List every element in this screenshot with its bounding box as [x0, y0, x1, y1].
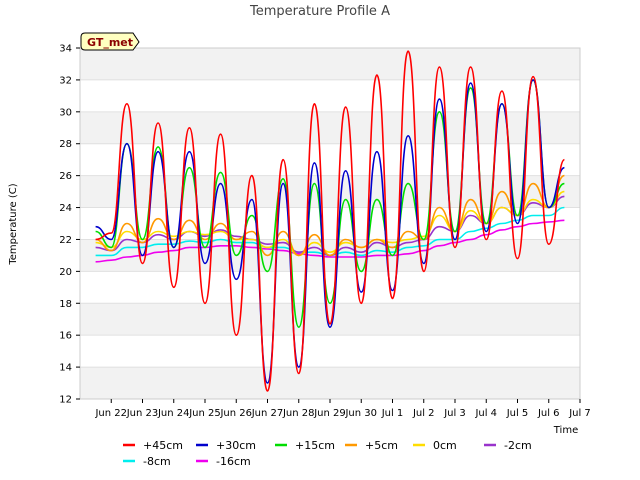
x-tick-label: Jul 5	[506, 408, 529, 419]
x-tick-label: Jun 26	[219, 408, 252, 419]
y-tick-label: 32	[59, 75, 72, 86]
x-tick-label: Jul 2	[412, 408, 435, 419]
y-tick-label: 22	[59, 235, 72, 246]
legend-label: +5cm	[365, 439, 398, 452]
x-tick-label: Jun 25	[188, 408, 221, 419]
grid-band	[80, 303, 580, 336]
series-lines	[95, 50, 566, 392]
y-tick-label: 26	[59, 171, 72, 182]
legend-label: +15cm	[295, 439, 335, 452]
series-line-minus16cm	[95, 219, 565, 263]
legend-label: -8cm	[143, 455, 171, 468]
x-tick-label: Jun 27	[251, 408, 284, 419]
x-axis-ticks: Jun 22 Jun 23 Jun 24 Jun 25 Jun 26 Jun 27 Jun …	[94, 399, 591, 419]
x-tick-label: Jun 22	[94, 408, 127, 419]
y-tick-label: 14	[59, 363, 72, 374]
series-line-plus45cm	[95, 50, 566, 392]
x-tick-label: Jun 23	[126, 408, 159, 419]
x-tick-label: Jun 30	[344, 408, 377, 419]
badge-label: GT_met	[87, 36, 133, 49]
y-tick-label: 20	[59, 267, 72, 278]
y-axis-ticks: 12 14 16 18 20 22 24 26 28 30 32 34	[59, 44, 80, 406]
y-tick-label: 30	[59, 107, 72, 118]
y-tick-label: 12	[59, 395, 72, 406]
y-tick-label: 34	[59, 44, 72, 55]
chart-title: Temperature Profile A	[249, 4, 390, 19]
x-tick-label: Jul 4	[474, 408, 497, 419]
legend-label: +30cm	[216, 439, 256, 452]
x-tick-label: Jul 1	[381, 408, 404, 419]
x-tick-label: Jul 3	[443, 408, 466, 419]
grid-band	[80, 367, 580, 399]
x-tick-label: Jul 7	[568, 408, 591, 419]
y-axis-label: Temperature (C)	[8, 183, 19, 265]
y-tick-label: 28	[59, 139, 72, 150]
legend-label: -2cm	[504, 439, 532, 452]
legend-label: 0cm	[433, 439, 457, 452]
legend: +45cm +30cm +15cm +5cm 0cm -2cm -8cm -16cm	[123, 439, 532, 468]
grid-band	[80, 48, 580, 80]
x-tick-label: Jun 28	[282, 408, 315, 419]
y-tick-label: 18	[59, 299, 72, 310]
grid-band	[80, 175, 580, 208]
x-tick-label: Jun 24	[157, 408, 190, 419]
y-tick-label: 24	[59, 203, 72, 214]
x-tick-label: Jun 29	[313, 408, 346, 419]
x-axis-label: Time	[553, 425, 578, 436]
legend-label: +45cm	[143, 439, 183, 452]
gt-met-badge: GT_met	[80, 32, 140, 51]
x-tick-label: Jul 6	[537, 408, 560, 419]
y-tick-label: 16	[59, 331, 72, 342]
legend-label: -16cm	[216, 455, 251, 468]
badge-shape	[80, 32, 140, 51]
